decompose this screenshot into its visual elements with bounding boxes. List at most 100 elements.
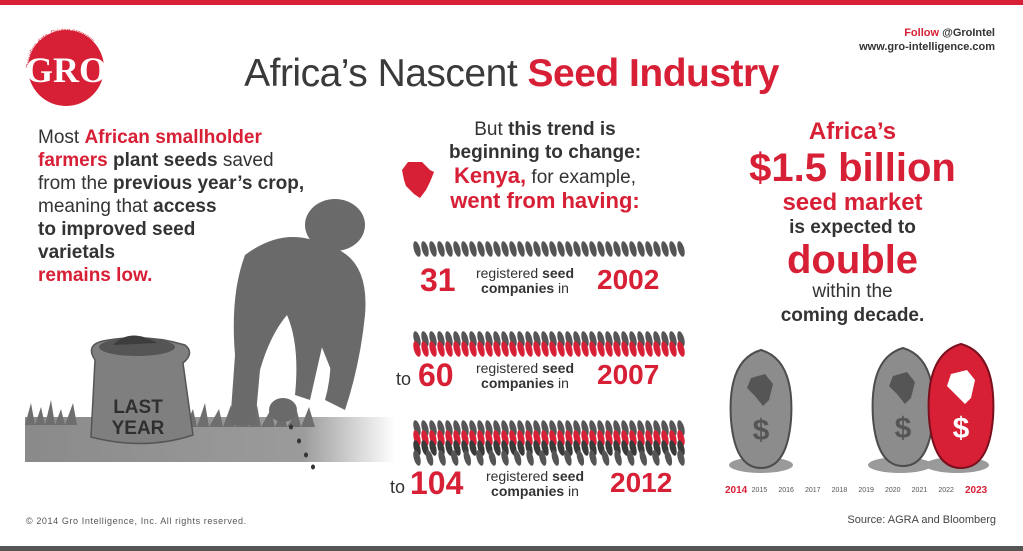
seed-icon: [669, 341, 677, 357]
seed-icon: [564, 450, 572, 466]
seed-icon: [677, 450, 685, 466]
seed-icon: [445, 341, 453, 357]
seed-icon: [513, 450, 522, 466]
seed-icon: [677, 341, 685, 357]
seed-icon: [597, 341, 605, 357]
seed-icon: [669, 440, 677, 456]
website-link[interactable]: www.gro-intelligence.com: [859, 41, 995, 53]
seed-icon: [533, 440, 541, 456]
seed-icon: [601, 450, 610, 466]
copyright: © 2014 Gro Intelligence, Inc. All rights…: [26, 516, 247, 526]
seed-icon: [621, 241, 629, 257]
seed-icon: [661, 241, 669, 257]
smallholder-segment: previous year’s crop,: [112, 173, 305, 194]
seed-icon: [501, 341, 509, 357]
stat-year: 2007: [597, 359, 660, 390]
seed-row-2007: [413, 331, 685, 357]
smallholder-segment: saved: [217, 150, 274, 171]
logo-letters: GRO: [25, 50, 107, 90]
bottom-bar: [0, 546, 1023, 551]
seed-icon: [589, 450, 597, 466]
seed-icon: [421, 341, 429, 357]
seed-icon: [576, 450, 585, 466]
seed-icon: [621, 341, 629, 357]
timeline-year: 2021: [911, 487, 928, 494]
timeline-year: 2016: [778, 487, 794, 494]
seed-icon: [485, 241, 493, 257]
dollar-sign: $: [953, 412, 970, 445]
seed-icon: [653, 241, 661, 257]
seed-icon: [629, 241, 637, 257]
stat-desc-bold: seed: [542, 265, 575, 281]
seed-icon: [645, 241, 653, 257]
forecast-double: double: [786, 238, 919, 282]
seed-icon: [565, 341, 573, 357]
seed-icon: [517, 341, 525, 357]
stat-desc-in: in: [554, 280, 569, 296]
page-title: Africa’s Nascent Seed Industry: [0, 52, 1023, 96]
forecast-line3: seed market: [782, 189, 923, 216]
seed-icon: [581, 241, 589, 257]
seed-icon: [488, 450, 497, 466]
farmer-scene-illustration: LAST YEAR: [25, 199, 395, 470]
smallholder-segment: access: [153, 196, 217, 217]
trend-line2: beginning to change:: [448, 142, 642, 163]
seed-icon: [461, 241, 469, 257]
seed-icon: [413, 241, 421, 257]
forecast-line1: Africa’s: [808, 118, 897, 145]
seed-icon: [626, 450, 635, 466]
timeline-year: 2014: [725, 485, 748, 496]
seed-icon: [469, 241, 477, 257]
seed-icon: [573, 341, 581, 357]
title-plain: Africa’s Nascent: [244, 52, 518, 95]
seed-icon: [597, 241, 605, 257]
stat-prefix: to: [390, 477, 406, 497]
seed-icon: [645, 440, 653, 456]
kenya-label: Kenya,: [454, 163, 527, 188]
stat-year: 2002: [597, 264, 660, 295]
seed-icon: [581, 341, 589, 357]
smallholder-segment: remains low.: [38, 265, 153, 286]
seed-icon: [493, 440, 501, 456]
seed-icon: [551, 450, 560, 466]
seed-icon: [605, 341, 613, 357]
seed-market-illustration: $ $ $: [729, 342, 995, 473]
kenya-map-icon: [402, 162, 434, 198]
twitter-handle[interactable]: @GroIntel: [942, 27, 995, 39]
seed-icon: [453, 241, 461, 257]
seed-icon: [469, 440, 477, 456]
seed-2023-gray-icon: $: [871, 346, 935, 468]
stat-desc-plain: registered: [475, 265, 543, 281]
smallholder-segment: varietals: [38, 242, 116, 263]
follow-block: Follow @GroIntel www.gro-intelligence.co…: [859, 26, 995, 54]
timeline-year: 2022: [938, 487, 954, 494]
seed-icon: [421, 241, 429, 257]
timeline-year: 2018: [831, 487, 848, 494]
seed-icon: [493, 341, 501, 357]
forecast-amount: $1.5 billion: [749, 146, 956, 190]
forecast-line6: within the: [812, 281, 893, 302]
stat-desc-plain: registered: [475, 360, 543, 376]
stat-prefix: to: [396, 369, 412, 389]
smallholder-line: varietals: [38, 241, 338, 264]
seed-icon: [557, 341, 565, 357]
follow-label: Follow: [904, 27, 940, 39]
stat-number: 104: [410, 465, 464, 501]
smallholder-segment: meaning that: [38, 196, 154, 217]
seed-icon: [637, 241, 645, 257]
seed-icon: [621, 440, 629, 456]
seed-icon: [557, 241, 565, 257]
seed-icon: [549, 341, 557, 357]
seed-icon: [413, 341, 421, 357]
seed-icon: [453, 341, 461, 357]
seed-icon: [437, 341, 445, 357]
seed-icon: [541, 341, 549, 357]
timeline-year: 2020: [885, 487, 901, 494]
seed-icon: [677, 241, 685, 257]
seed-icon: [613, 341, 621, 357]
seed-icon: [639, 450, 648, 466]
trend-line4: went from having:: [450, 188, 640, 213]
stat-desc-companies: companies: [481, 375, 555, 391]
seed-icon: [450, 450, 459, 466]
market-forecast-text: Africa’s $1.5 billion seed market is exp…: [720, 118, 985, 328]
